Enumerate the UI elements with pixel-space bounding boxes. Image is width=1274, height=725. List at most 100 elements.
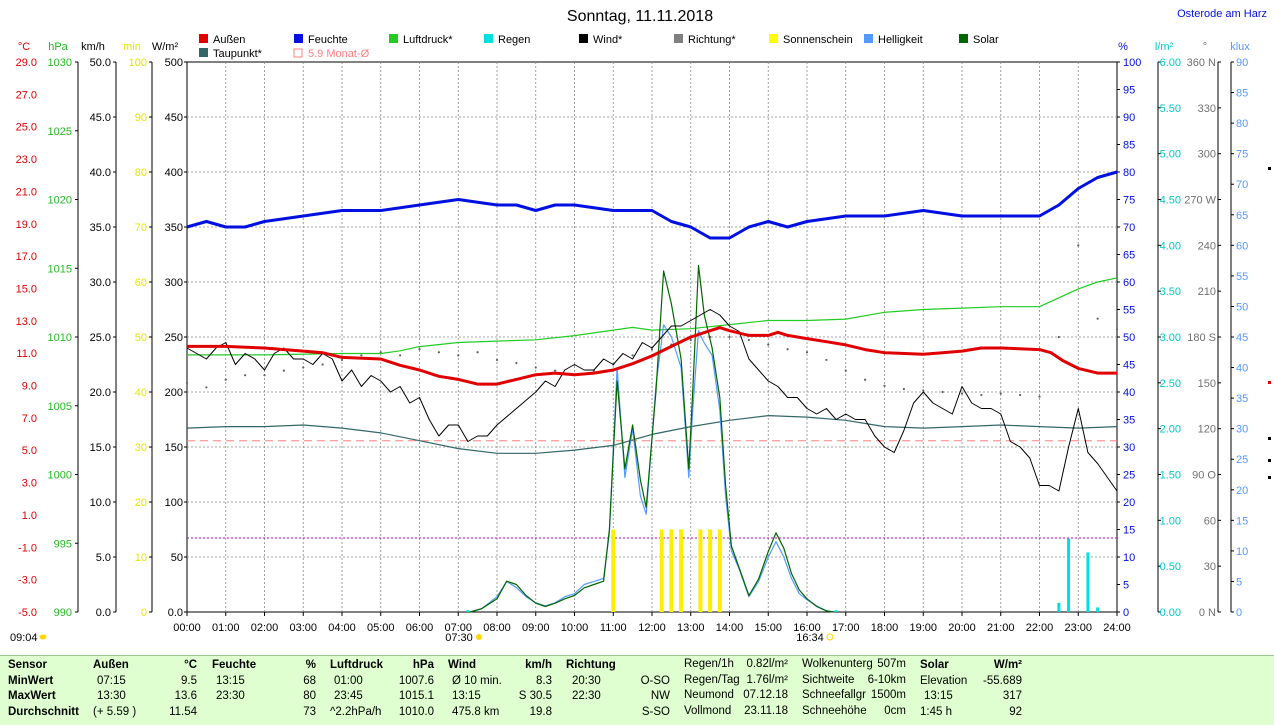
- stats-value: Neumond: [684, 689, 734, 701]
- stats-luftdruck-column: Luftdruck hPa 01:00 1007.6 23:45 1015.1 ^2.…: [330, 658, 436, 720]
- x-tick-label: 24:00: [1103, 622, 1131, 634]
- legend-item-sonnenschein: Sonnenschein: [769, 34, 853, 46]
- stats-label-max: MaxWert: [8, 690, 56, 702]
- axis-tick-label: 20: [135, 497, 147, 509]
- direction-point: [476, 351, 479, 354]
- axis-tick-label: 300: [165, 277, 183, 289]
- series-richtung: [185, 244, 1119, 398]
- x-tick-label: 04:00: [328, 622, 356, 634]
- right-axis-0: %100959085807570656055504540353025201510…: [1116, 41, 1141, 619]
- axis-tick-label: 20: [1123, 497, 1135, 509]
- corner-time: 09:04: [10, 632, 38, 644]
- legend-item-au-en: Außen: [199, 34, 245, 46]
- legend-label: Außen: [213, 34, 245, 46]
- legend-item-regen: Regen: [484, 34, 530, 46]
- direction-point: [418, 348, 421, 351]
- x-tick-label: 16:00: [793, 622, 821, 634]
- axis-tick-label: 95: [1123, 85, 1135, 97]
- direction-point: [825, 358, 828, 362]
- axis-tick-label: 50: [135, 332, 147, 344]
- stats-value: 1.76l/m²: [746, 673, 788, 686]
- axis-unit: min: [123, 41, 141, 53]
- stats-value: 68: [303, 674, 316, 687]
- direction-point: [437, 351, 440, 354]
- direction-point: [321, 363, 324, 366]
- axis-tick-label: 75: [1236, 149, 1248, 161]
- axis-tick-label: 2.50: [1160, 378, 1181, 390]
- axis-tick-label: 5.0: [22, 445, 37, 457]
- sunshine-bar: [698, 529, 703, 612]
- axis-tick-label: 300: [1198, 149, 1216, 161]
- direction-point: [767, 343, 770, 346]
- stats-value: 13:15: [452, 690, 481, 702]
- axis-tick-label: 450: [165, 112, 183, 124]
- axis-tick-label: 60: [1123, 277, 1135, 289]
- axis-tick-label: 240: [1198, 240, 1216, 252]
- axis-unit: klux: [1230, 41, 1250, 53]
- axis-tick-label: 1005: [48, 401, 72, 413]
- x-tick-label: 02:00: [251, 622, 279, 634]
- direction-point: [399, 354, 402, 357]
- axis-tick-label: 25.0: [90, 332, 111, 344]
- stats-solar-unit: W/m²: [993, 659, 1022, 671]
- axis-tick-label: 100: [165, 497, 183, 509]
- direction-point: [999, 392, 1002, 395]
- right-axes: %100959085807570656055504540353025201510…: [1116, 41, 1271, 619]
- axis-tick-label: 50: [1123, 332, 1135, 344]
- stats-value: 13:30: [97, 690, 126, 702]
- stats-value: 1015.1: [398, 690, 434, 702]
- axis-tick-label: 50: [171, 552, 183, 564]
- axis-tick-label: 60: [1204, 515, 1216, 527]
- axis-tick-label: 7.0: [22, 413, 37, 425]
- x-tick-label: 11:00: [600, 622, 627, 634]
- stats-value: 8.3: [536, 674, 552, 687]
- axis-tick-label: 45: [1236, 332, 1248, 344]
- x-tick-label: 10:00: [561, 622, 589, 634]
- axis-tick-label: 1015: [48, 263, 72, 275]
- axis-tick-label: 30: [1204, 561, 1216, 573]
- stats-value: 73: [303, 705, 316, 718]
- time-axis: 00:00 01:00 02:00 03:00 04:00 05:00 06:00 07:00…: [173, 612, 1131, 634]
- legend-swatch: [199, 34, 208, 43]
- stats-luftdruck-header: Luftdruck: [330, 659, 384, 671]
- axis-tick-label: 35.0: [90, 222, 111, 234]
- direction-point: [224, 378, 227, 381]
- stats-aussen-header: Außen: [93, 659, 129, 671]
- stats-value: O-SO: [640, 674, 670, 687]
- axis-tick-label: 4.50: [1160, 195, 1181, 207]
- axis-tick-label: 20: [1236, 485, 1248, 497]
- axis-tick-label: 29.0: [16, 57, 37, 69]
- axis-tick-label: 0 N: [1199, 607, 1216, 619]
- axis-unit: hPa: [48, 41, 68, 53]
- axis-tick-label: 150: [165, 442, 183, 454]
- axis-tick-label: 70: [135, 222, 147, 234]
- x-tick-label: 15:00: [754, 622, 782, 634]
- left-axis-4: W/m² 500 450 400 350 300 250 200 150 100 50 0.0: [152, 41, 188, 619]
- axis-tick-label: 400: [165, 167, 183, 179]
- stats-wind-column: Wind km/h Ø 10 min. 8.3 13:15 S 30.5 475.8 …: [448, 658, 554, 720]
- x-tick-label: 13:00: [677, 622, 705, 634]
- axis-tick-label: 35: [1123, 415, 1135, 427]
- legend-label: Luftdruck*: [403, 34, 453, 46]
- sun-marks: 07:30 16:34 09:04: [10, 632, 834, 644]
- stats-value: 07:15: [97, 674, 126, 687]
- stats-value: Wolkenunterg: [802, 658, 873, 670]
- axis-tick-label: 180 S: [1187, 332, 1216, 344]
- series-layer: [185, 170, 1119, 613]
- stats-feuchte-header: Feuchte: [212, 659, 257, 671]
- edge-marker: [1268, 381, 1271, 384]
- axis-tick-label: 13.0: [16, 316, 37, 328]
- legend-swatch: [579, 34, 588, 43]
- axis-tick-label: 90: [1123, 112, 1135, 124]
- direction-point: [960, 392, 964, 395]
- axis-tick-label: 5: [1123, 580, 1129, 592]
- direction-point: [263, 374, 266, 377]
- stats-regen-column: Regen/1h 0.82l/m² Regen/Tag 1.76l/m² Neumo…: [684, 657, 790, 719]
- stats-value: 23:45: [334, 690, 363, 702]
- stats-value: 23:30: [216, 690, 245, 702]
- direction-point: [1096, 317, 1099, 320]
- series-solar: [469, 264, 835, 613]
- stats-value: 80: [303, 690, 316, 702]
- legend-item-helligkeit: Helligkeit: [864, 34, 923, 46]
